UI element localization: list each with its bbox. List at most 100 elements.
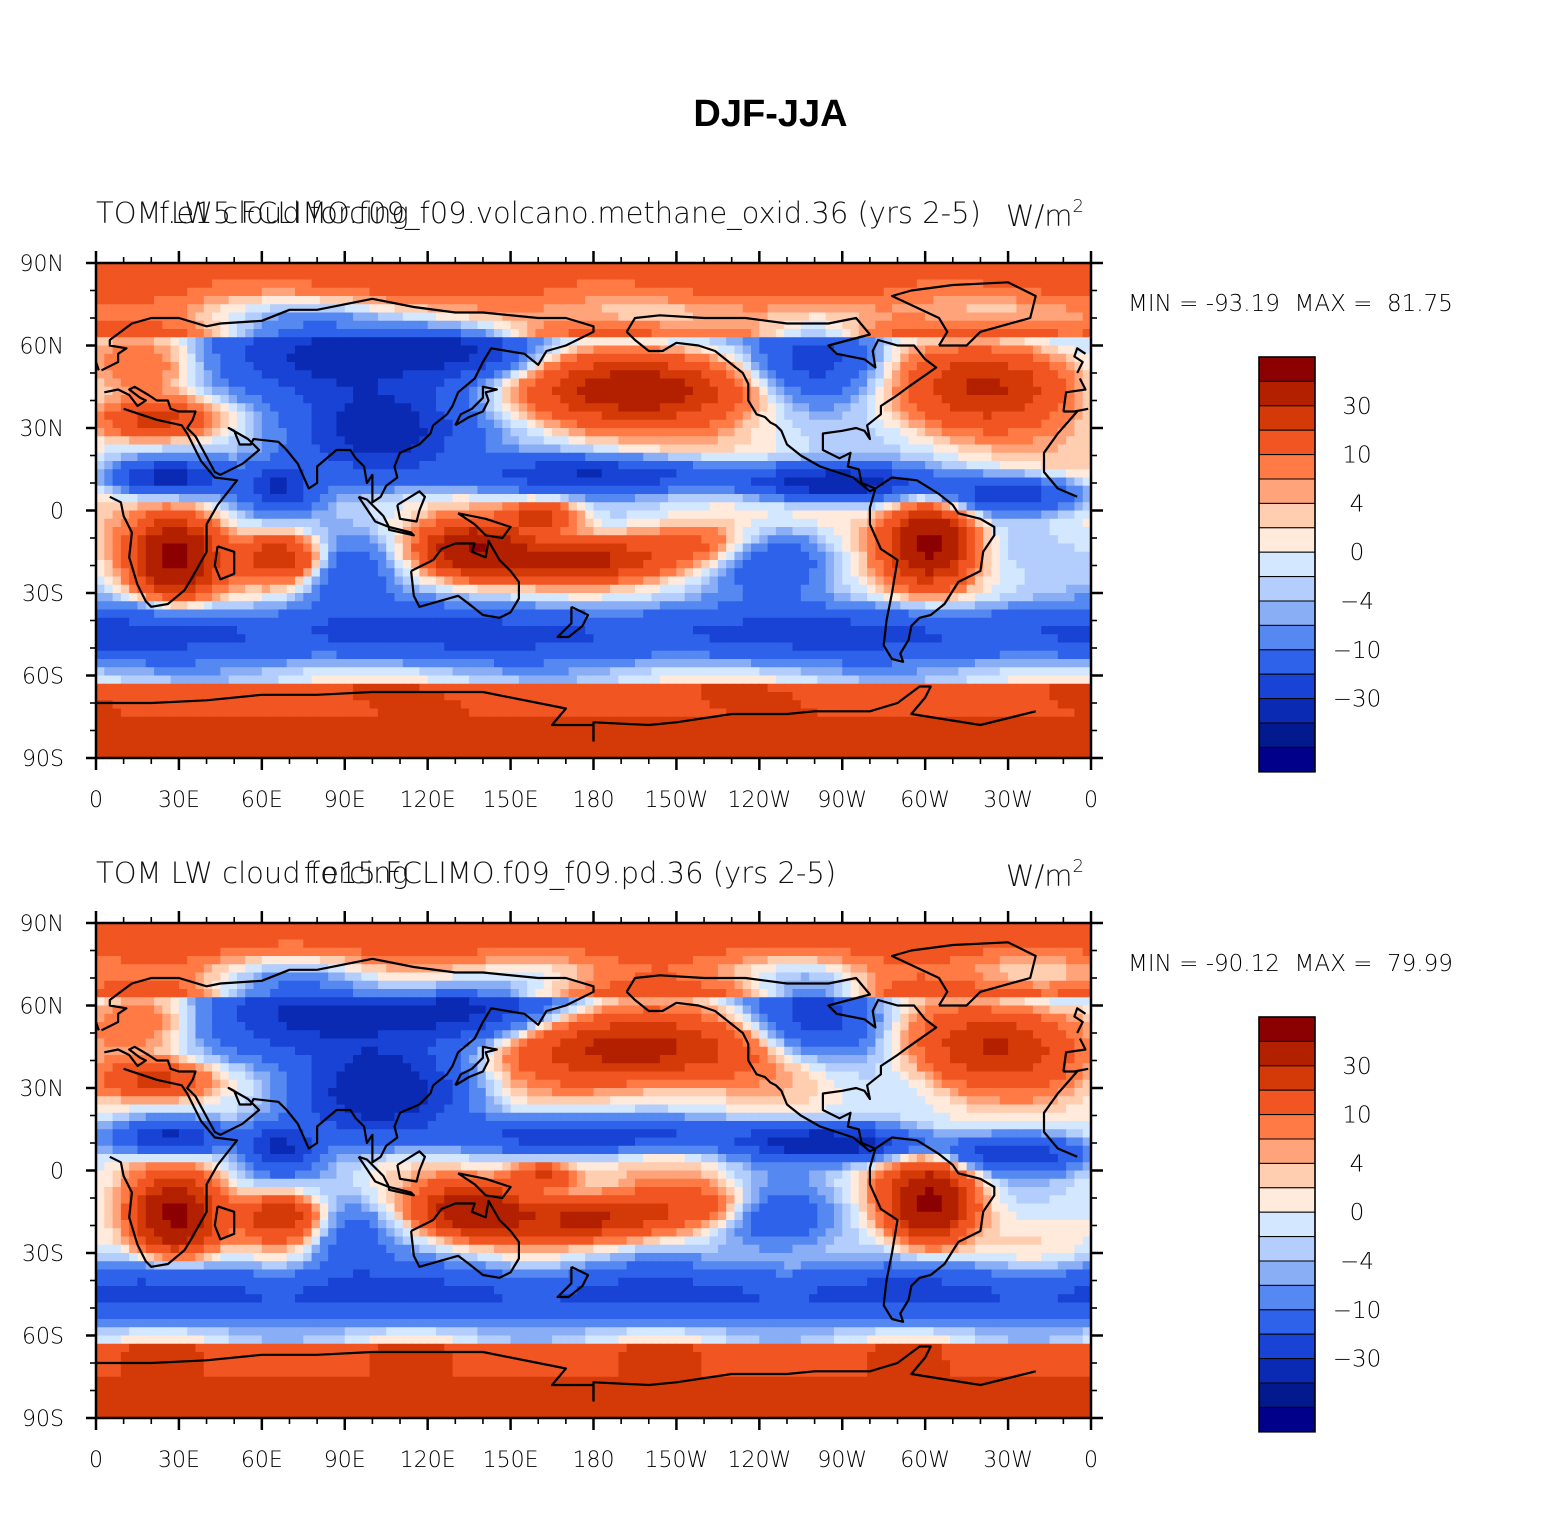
field-cell xyxy=(676,279,686,289)
field-cell xyxy=(892,535,901,545)
field-cell xyxy=(543,469,553,479)
field-cell xyxy=(96,601,105,611)
field-cell xyxy=(576,271,586,281)
field-cell xyxy=(303,428,313,437)
field-cell xyxy=(817,543,827,553)
field-cell xyxy=(784,535,794,545)
field-cell xyxy=(203,287,213,297)
field-cell xyxy=(593,576,603,586)
field-cell xyxy=(212,461,221,470)
field-cell xyxy=(601,411,611,421)
field-cell xyxy=(435,362,445,371)
field-cell xyxy=(228,543,238,553)
field-cell xyxy=(535,353,545,363)
field-cell xyxy=(336,461,346,470)
field-cell xyxy=(344,452,354,462)
field-cell xyxy=(726,287,736,297)
field-cell xyxy=(1074,395,1084,404)
field-cell xyxy=(435,263,445,272)
field-cell xyxy=(270,469,280,479)
field-cell xyxy=(353,584,362,594)
field-cell xyxy=(344,584,354,594)
field-cell xyxy=(427,502,437,512)
field-cell xyxy=(394,287,404,297)
field-cell xyxy=(958,419,968,429)
field-cell xyxy=(850,419,860,429)
field-cell xyxy=(601,403,611,413)
field-cell xyxy=(576,296,586,305)
field-cell xyxy=(809,279,818,289)
field-cell xyxy=(494,469,503,479)
field-cell xyxy=(411,345,420,355)
field-cell xyxy=(634,543,644,553)
field-cell xyxy=(817,428,827,437)
field-cell xyxy=(767,518,777,528)
field-cell xyxy=(303,329,313,338)
field-cell xyxy=(303,502,313,512)
field-cell xyxy=(261,296,271,305)
field-cell xyxy=(1024,312,1034,322)
field-cell xyxy=(991,444,1001,454)
field-cell xyxy=(477,469,487,479)
field-cell xyxy=(800,535,810,545)
field-cell xyxy=(560,469,570,479)
field-cell xyxy=(974,403,984,413)
field-cell xyxy=(1041,452,1051,462)
field-cell xyxy=(203,584,213,594)
field-cell xyxy=(867,263,877,272)
field-cell xyxy=(452,403,462,413)
field-cell xyxy=(96,337,105,347)
field-cell xyxy=(510,320,520,330)
field-cell xyxy=(759,271,769,281)
field-cell xyxy=(510,312,520,322)
field-cell xyxy=(502,271,512,281)
field-cell xyxy=(958,543,968,553)
field-cell xyxy=(1082,543,1091,553)
field-cell xyxy=(784,593,794,602)
field-cell xyxy=(850,271,860,281)
field-cell xyxy=(203,362,213,371)
field-cell xyxy=(444,263,454,272)
field-cell xyxy=(693,403,702,413)
field-cell xyxy=(817,560,827,569)
field-cell xyxy=(825,279,835,289)
field-cell xyxy=(999,461,1009,470)
field-cell xyxy=(162,477,172,487)
field-cell xyxy=(842,419,852,429)
field-cell xyxy=(883,469,893,479)
field-cell xyxy=(162,535,172,545)
field-cell xyxy=(270,601,280,611)
field-cell xyxy=(925,296,935,305)
field-cell xyxy=(1024,362,1034,371)
field-cell xyxy=(618,510,628,520)
field-cell xyxy=(543,551,553,561)
field-cell xyxy=(991,362,1001,371)
field-cell xyxy=(974,452,984,462)
field-cell xyxy=(286,535,296,545)
field-cell xyxy=(137,378,147,388)
field-cell xyxy=(701,568,711,578)
field-cell xyxy=(1049,370,1059,380)
field-cell xyxy=(552,386,561,396)
field-cell xyxy=(610,601,619,611)
field-cell xyxy=(452,477,462,487)
field-cell xyxy=(775,386,785,396)
field-cell xyxy=(560,428,570,437)
field-cell xyxy=(751,535,760,545)
field-cell xyxy=(394,263,404,272)
field-cell xyxy=(328,494,338,503)
field-cell xyxy=(328,560,338,569)
field-cell xyxy=(1074,485,1084,495)
field-cell xyxy=(411,601,420,611)
field-cell xyxy=(518,320,528,330)
field-cell xyxy=(817,353,827,363)
field-cell xyxy=(1008,337,1017,347)
field-cell xyxy=(983,551,993,561)
field-cell xyxy=(203,502,213,512)
field-cell xyxy=(386,560,396,569)
field-cell xyxy=(709,287,719,297)
field-cell xyxy=(245,304,255,314)
field-cell xyxy=(568,279,578,289)
field-cell xyxy=(203,535,213,545)
field-cell xyxy=(1008,271,1017,281)
